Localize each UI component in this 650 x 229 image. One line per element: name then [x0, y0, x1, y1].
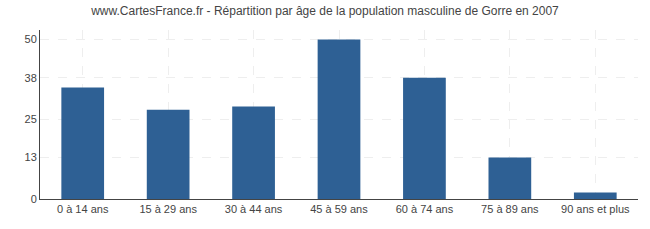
svg-text:75 à 89 ans: 75 à 89 ans [481, 203, 539, 215]
svg-text:13: 13 [25, 151, 37, 163]
svg-text:90 ans et plus: 90 ans et plus [561, 203, 630, 215]
svg-text:60 à 74 ans: 60 à 74 ans [396, 203, 454, 215]
svg-text:0: 0 [31, 193, 37, 205]
svg-text:25: 25 [25, 113, 37, 125]
svg-text:30 à 44 ans: 30 à 44 ans [225, 203, 283, 215]
svg-text:0 à 14 ans: 0 à 14 ans [57, 203, 109, 215]
svg-text:45 à 59 ans: 45 à 59 ans [310, 203, 368, 215]
svg-text:38: 38 [25, 72, 37, 84]
svg-text:www.CartesFrance.fr - Répartit: www.CartesFrance.fr - Répartition par âg… [90, 4, 559, 18]
svg-text:15 à 29 ans: 15 à 29 ans [139, 203, 197, 215]
svg-text:50: 50 [25, 33, 37, 45]
